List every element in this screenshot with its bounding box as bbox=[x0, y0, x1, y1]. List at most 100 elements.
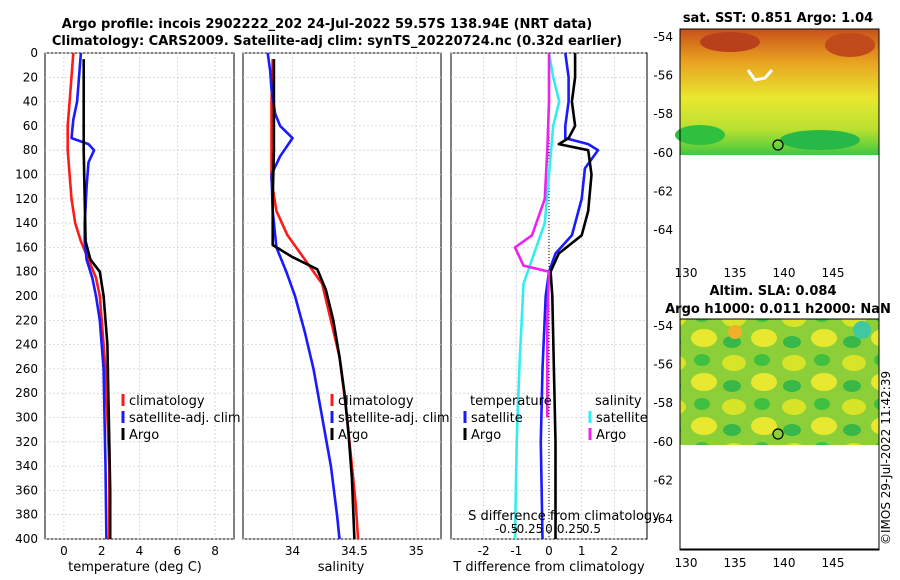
sst-warm-patch bbox=[700, 32, 760, 52]
argo-location-marker bbox=[772, 139, 784, 151]
depth-tick-label: 60 bbox=[23, 119, 38, 133]
s-tick-label: -0.25 bbox=[512, 522, 543, 536]
map-y-tick-label: -56 bbox=[653, 358, 673, 372]
depth-tick-label: 140 bbox=[15, 216, 38, 230]
depth-tick-label: 300 bbox=[15, 411, 38, 425]
sla-high-patch bbox=[728, 325, 742, 339]
map-x-tick-label: 145 bbox=[822, 266, 845, 280]
map-y-tick-label: -58 bbox=[653, 396, 673, 410]
map-x-tick-label: 130 bbox=[675, 266, 698, 280]
depth-tick-labels: 0 20 40 60 80 100 120 140 160 180 200 220 240 260 280 3… bbox=[15, 46, 38, 546]
sla-map-image bbox=[680, 319, 879, 445]
depth-tick-label: 380 bbox=[15, 508, 38, 522]
x-tick-label: 6 bbox=[173, 544, 181, 558]
map-y-tick-label: -62 bbox=[653, 473, 673, 487]
legend-salinity-title: salinity bbox=[595, 394, 642, 409]
salinity-axis-label: salinity bbox=[318, 560, 365, 575]
legend-climatology: climatology bbox=[129, 394, 205, 409]
depth-tick-label: 200 bbox=[15, 289, 38, 303]
depth-tick-label: 260 bbox=[15, 362, 38, 376]
legend-climatology: climatology bbox=[338, 394, 414, 409]
depth-tick-label: 340 bbox=[15, 459, 38, 473]
sst-map-title: sat. SST: 0.851 Argo: 1.04 bbox=[683, 11, 873, 26]
series-line-t-argo bbox=[549, 53, 593, 539]
sst-map-frame bbox=[679, 28, 880, 551]
sla-low-patch bbox=[853, 321, 871, 339]
depth-tick-label: 400 bbox=[15, 532, 38, 546]
map-y-tick-label: -64 bbox=[653, 223, 673, 237]
x-tick-label: 35 bbox=[409, 544, 424, 558]
x-tick-label: -2 bbox=[478, 544, 490, 558]
map-x-tick-label: 130 bbox=[675, 556, 698, 570]
temperature-axis-label: temperature (deg C) bbox=[68, 560, 202, 575]
sst-cool-patch bbox=[675, 125, 725, 145]
depth-tick-label: 120 bbox=[15, 192, 38, 206]
map-x-tick-label: 135 bbox=[724, 556, 747, 570]
map-y-tick-label: -56 bbox=[653, 69, 673, 83]
sst-warm-patch bbox=[825, 33, 875, 57]
legend-temperature-title: temperature bbox=[470, 394, 552, 409]
x-tick-label: 34 bbox=[285, 544, 300, 558]
legend-s-argo: Argo bbox=[596, 428, 626, 443]
sla-map: Altim. SLA: 0.084 Argo h1000: 0.011 h200… bbox=[653, 284, 890, 570]
depth-tick-label: 0 bbox=[30, 46, 38, 60]
x-tick-label: 34.5 bbox=[341, 544, 368, 558]
map-y-tick-label: -60 bbox=[653, 146, 673, 160]
x-tick-labels: 0 2 4 6 8 34 34.5 35 -2 -1 0 1 2 bbox=[60, 544, 618, 558]
s-tick-label: 0 bbox=[545, 522, 553, 536]
map-x-tick-label: 135 bbox=[724, 266, 747, 280]
map-y-tick-label: -60 bbox=[653, 435, 673, 449]
grid-lines bbox=[45, 52, 647, 540]
difference-legend: temperature satellite Argo salinity sate… bbox=[463, 394, 648, 443]
map-x-tick-label: 140 bbox=[773, 266, 796, 280]
depth-tick-label: 240 bbox=[15, 338, 38, 352]
sst-cool-patch bbox=[780, 130, 860, 150]
x-tick-label: 8 bbox=[211, 544, 219, 558]
x-tick-label: 4 bbox=[136, 544, 144, 558]
profile-lines bbox=[66, 53, 600, 539]
legend-satellite: satellite-adj. clim bbox=[129, 411, 241, 426]
s-difference-tick-labels: -0.5-0.25 0 0.250.5 bbox=[495, 522, 601, 536]
legend-t-satellite: satellite bbox=[471, 411, 523, 426]
legend-argo: Argo bbox=[338, 428, 368, 443]
s-tick-label: 0.25 bbox=[557, 522, 584, 536]
salinity-legend: climatology satellite-adj. clim Argo bbox=[330, 394, 450, 443]
x-tick-label: 0 bbox=[60, 544, 68, 558]
depth-tick-label: 80 bbox=[23, 143, 38, 157]
map-y-tick-label: -54 bbox=[653, 319, 673, 333]
x-tick-label: 0 bbox=[545, 544, 553, 558]
depth-tick-label: 360 bbox=[15, 483, 38, 497]
x-tick-label: 2 bbox=[98, 544, 106, 558]
sst-map: sat. SST: 0.851 Argo: 1.04 130 135 140 145 -… bbox=[653, 11, 880, 551]
map-y-tick-label: -58 bbox=[653, 107, 673, 121]
map-y-tick-label: -64 bbox=[653, 512, 673, 526]
series-line-s-argo bbox=[513, 53, 551, 418]
map-y-tick-label: -54 bbox=[653, 30, 673, 44]
depth-tick-label: 100 bbox=[15, 168, 38, 182]
map-y-tick-label: -62 bbox=[653, 184, 673, 198]
x-tick-label: 2 bbox=[611, 544, 619, 558]
legend-t-argo: Argo bbox=[471, 428, 501, 443]
legend-satellite: satellite-adj. clim bbox=[338, 411, 450, 426]
sla-map-title-line1: Altim. SLA: 0.084 bbox=[710, 284, 837, 299]
temperature-legend: climatology satellite-adj. clim Argo bbox=[121, 394, 241, 443]
imos-credit: ©IMOS 29-Jul-2022 11:42:39 bbox=[879, 371, 893, 545]
legend-s-satellite: satellite bbox=[596, 411, 648, 426]
depth-tick-label: 180 bbox=[15, 265, 38, 279]
series-line-argo bbox=[271, 59, 356, 539]
series-line-argo bbox=[82, 59, 112, 539]
t-difference-axis-label: T difference from climatology bbox=[452, 560, 645, 575]
series-line-t-satellite bbox=[539, 53, 600, 539]
depth-tick-label: 160 bbox=[15, 240, 38, 254]
legend-argo: Argo bbox=[129, 428, 159, 443]
argo-location-marker bbox=[772, 428, 784, 440]
s-tick-label: 0.5 bbox=[582, 522, 601, 536]
title-line1: Argo profile: incois 2902222_202 24-Jul-… bbox=[62, 17, 592, 32]
depth-tick-label: 220 bbox=[15, 313, 38, 327]
x-tick-label: -1 bbox=[510, 544, 522, 558]
map-x-tick-label: 145 bbox=[822, 556, 845, 570]
title-line2: Climatology: CARS2009. Satellite-adj cli… bbox=[52, 34, 622, 49]
map-x-tick-label: 140 bbox=[773, 556, 796, 570]
s-tick-label: -0.5 bbox=[495, 522, 518, 536]
